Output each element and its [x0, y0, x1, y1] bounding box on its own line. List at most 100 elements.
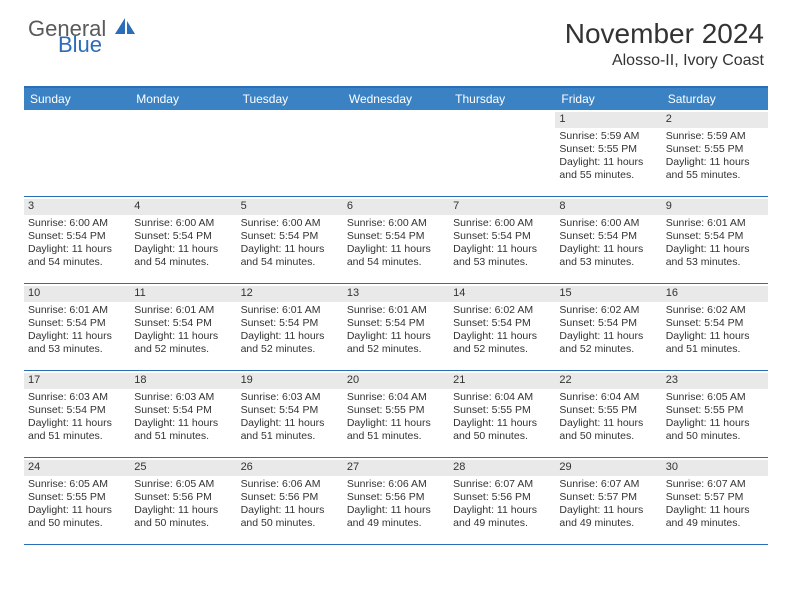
calendar: SundayMondayTuesdayWednesdayThursdayFrid… [24, 86, 768, 545]
daylight1-text: Daylight: 11 hours [666, 243, 764, 256]
day-number: 24 [24, 460, 130, 476]
sunrise-text: Sunrise: 6:04 AM [453, 391, 551, 404]
sunrise-text: Sunrise: 6:05 AM [134, 478, 232, 491]
day-number: 22 [555, 373, 661, 389]
day-cell: 14Sunrise: 6:02 AMSunset: 5:54 PMDayligh… [449, 284, 555, 370]
daylight2-text: and 50 minutes. [134, 517, 232, 530]
day-cell: 23Sunrise: 6:05 AMSunset: 5:55 PMDayligh… [662, 371, 768, 457]
day-number: 2 [662, 112, 768, 128]
sunset-text: Sunset: 5:55 PM [453, 404, 551, 417]
day-number: 16 [662, 286, 768, 302]
day-number: 21 [449, 373, 555, 389]
sunset-text: Sunset: 5:54 PM [347, 230, 445, 243]
daylight1-text: Daylight: 11 hours [347, 243, 445, 256]
sunset-text: Sunset: 5:57 PM [666, 491, 764, 504]
month-title: November 2024 [565, 18, 764, 50]
daylight1-text: Daylight: 11 hours [559, 243, 657, 256]
daylight1-text: Daylight: 11 hours [134, 330, 232, 343]
week-row: 3Sunrise: 6:00 AMSunset: 5:54 PMDaylight… [24, 197, 768, 284]
sunset-text: Sunset: 5:56 PM [134, 491, 232, 504]
sunrise-text: Sunrise: 5:59 AM [666, 130, 764, 143]
dayheader: Saturday [662, 88, 768, 110]
day-number: 8 [555, 199, 661, 215]
day-cell: 19Sunrise: 6:03 AMSunset: 5:54 PMDayligh… [237, 371, 343, 457]
day-number: 20 [343, 373, 449, 389]
sunrise-text: Sunrise: 6:00 AM [347, 217, 445, 230]
day-cell: 21Sunrise: 6:04 AMSunset: 5:55 PMDayligh… [449, 371, 555, 457]
day-number: 12 [237, 286, 343, 302]
daylight1-text: Daylight: 11 hours [453, 504, 551, 517]
day-number: 28 [449, 460, 555, 476]
day-number: 14 [449, 286, 555, 302]
day-number: 30 [662, 460, 768, 476]
sunset-text: Sunset: 5:54 PM [134, 230, 232, 243]
daylight2-text: and 50 minutes. [559, 430, 657, 443]
day-cell [449, 110, 555, 196]
day-number: 9 [662, 199, 768, 215]
sunrise-text: Sunrise: 6:00 AM [453, 217, 551, 230]
day-number-empty [237, 112, 343, 128]
sunset-text: Sunset: 5:54 PM [241, 230, 339, 243]
day-cell: 18Sunrise: 6:03 AMSunset: 5:54 PMDayligh… [130, 371, 236, 457]
day-number: 1 [555, 112, 661, 128]
dayheader: Wednesday [343, 88, 449, 110]
day-cell [130, 110, 236, 196]
daylight2-text: and 54 minutes. [241, 256, 339, 269]
day-number: 18 [130, 373, 236, 389]
daylight2-text: and 50 minutes. [241, 517, 339, 530]
sunset-text: Sunset: 5:54 PM [241, 317, 339, 330]
day-number: 17 [24, 373, 130, 389]
daylight2-text: and 51 minutes. [666, 343, 764, 356]
daylight1-text: Daylight: 11 hours [666, 330, 764, 343]
dayheader: Tuesday [237, 88, 343, 110]
daylight1-text: Daylight: 11 hours [134, 243, 232, 256]
sunset-text: Sunset: 5:54 PM [134, 317, 232, 330]
sunrise-text: Sunrise: 5:59 AM [559, 130, 657, 143]
sunrise-text: Sunrise: 6:06 AM [347, 478, 445, 491]
sunset-text: Sunset: 5:54 PM [559, 317, 657, 330]
daylight1-text: Daylight: 11 hours [559, 417, 657, 430]
daylight2-text: and 49 minutes. [347, 517, 445, 530]
daylight1-text: Daylight: 11 hours [666, 417, 764, 430]
sunrise-text: Sunrise: 6:00 AM [241, 217, 339, 230]
sunrise-text: Sunrise: 6:02 AM [559, 304, 657, 317]
week-row: 1Sunrise: 5:59 AMSunset: 5:55 PMDaylight… [24, 110, 768, 197]
daylight2-text: and 49 minutes. [559, 517, 657, 530]
day-cell: 29Sunrise: 6:07 AMSunset: 5:57 PMDayligh… [555, 458, 661, 544]
daylight1-text: Daylight: 11 hours [241, 243, 339, 256]
logo: General Blue [28, 18, 137, 55]
day-number: 6 [343, 199, 449, 215]
daylight1-text: Daylight: 11 hours [347, 330, 445, 343]
sunset-text: Sunset: 5:54 PM [28, 317, 126, 330]
sunrise-text: Sunrise: 6:03 AM [28, 391, 126, 404]
daylight2-text: and 50 minutes. [453, 430, 551, 443]
sunset-text: Sunset: 5:54 PM [241, 404, 339, 417]
sunset-text: Sunset: 5:54 PM [347, 317, 445, 330]
sunrise-text: Sunrise: 6:05 AM [666, 391, 764, 404]
day-cell: 20Sunrise: 6:04 AMSunset: 5:55 PMDayligh… [343, 371, 449, 457]
sunset-text: Sunset: 5:54 PM [134, 404, 232, 417]
day-number: 13 [343, 286, 449, 302]
sunrise-text: Sunrise: 6:01 AM [134, 304, 232, 317]
day-cell: 24Sunrise: 6:05 AMSunset: 5:55 PMDayligh… [24, 458, 130, 544]
day-cell [343, 110, 449, 196]
sunrise-text: Sunrise: 6:03 AM [134, 391, 232, 404]
week-row: 10Sunrise: 6:01 AMSunset: 5:54 PMDayligh… [24, 284, 768, 371]
sunset-text: Sunset: 5:55 PM [28, 491, 126, 504]
day-cell [24, 110, 130, 196]
day-cell: 9Sunrise: 6:01 AMSunset: 5:54 PMDaylight… [662, 197, 768, 283]
weeks-container: 1 Sunrise: 5:59 AM Sunset: 5:55 PM Daylight… [24, 110, 768, 545]
sunset-text: Sunset: 5:56 PM [453, 491, 551, 504]
day-number-empty [24, 112, 130, 128]
sunrise-text: Sunrise: 6:04 AM [559, 391, 657, 404]
sunset-text: Sunset: 5:54 PM [666, 230, 764, 243]
logo-blue: Blue [58, 35, 137, 55]
day-number: 23 [662, 373, 768, 389]
day-cell: 1Sunrise: 5:59 AMSunset: 5:55 PMDaylight… [555, 110, 661, 196]
sunrise-text: Sunrise: 6:02 AM [666, 304, 764, 317]
day-number: 4 [130, 199, 236, 215]
day-number-empty [449, 112, 555, 128]
day-cell: 27Sunrise: 6:06 AMSunset: 5:56 PMDayligh… [343, 458, 449, 544]
day-cell: 30Sunrise: 6:07 AMSunset: 5:57 PMDayligh… [662, 458, 768, 544]
daylight2-text: and 51 minutes. [347, 430, 445, 443]
